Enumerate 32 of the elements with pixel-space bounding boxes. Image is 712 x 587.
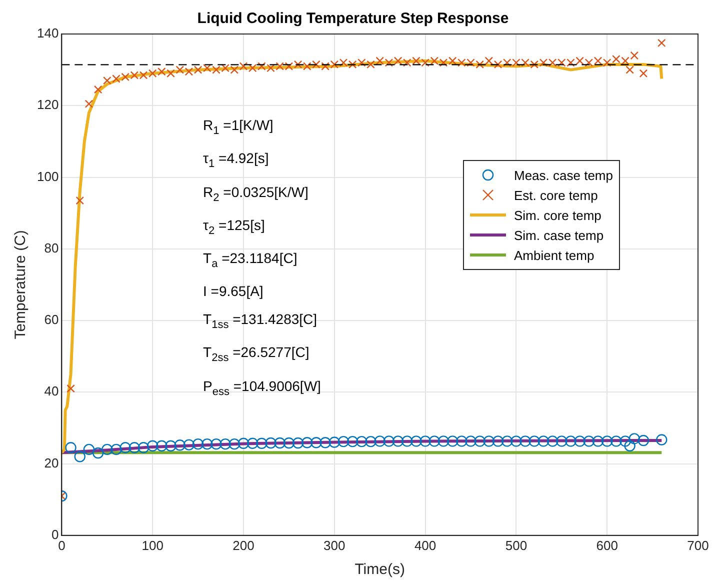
annotation: I =9.65[A] [203, 282, 264, 302]
x-axis-title: Time(s) [354, 561, 405, 578]
x-tick-label: 500 [505, 538, 528, 553]
y-tick-label: 20 [44, 455, 59, 470]
legend-label: Ambient temp [514, 248, 594, 262]
x-tick-label: 200 [232, 538, 254, 553]
y-tick-label: 100 [36, 168, 59, 184]
annotation: τ$_{1}$ =4.92[s] [203, 149, 270, 172]
legend-label: Est. core temp [514, 188, 598, 202]
y-tick-label: 40 [44, 384, 59, 399]
annotation: T$_{a}$ =23.1184[C] [203, 249, 298, 272]
legend-label: Sim. case temp [514, 228, 604, 242]
legend-label: Sim. core temp [514, 208, 602, 222]
x-tick-label: 300 [324, 538, 346, 553]
annotation: T$_{2}$$_{ss}$ =26.5277[C] [203, 343, 310, 366]
annotation: R$_{1}$ =1[K/W] [203, 116, 274, 139]
x-tick-label: 600 [596, 538, 618, 553]
y-tick-label: 120 [36, 97, 59, 112]
x-tick-label: 100 [142, 538, 164, 553]
y-tick-label: 0 [51, 526, 59, 542]
annotation: τ$_{2}$ =125[s] [203, 216, 266, 239]
y-tick-label: 60 [44, 312, 59, 328]
annotation: R$_{2}$ =0.0325[K/W] [203, 182, 310, 206]
chart-title: Liquid Cooling Temperature Step Response [197, 10, 509, 28]
annotation: P$_{e}$$_{ss}$ =104.9006[W] [203, 376, 321, 400]
annotation: T$_{1}$$_{ss}$ =131.4283[C] [203, 310, 318, 333]
y-axis-title: Temperature (C) [12, 230, 30, 340]
x-tick-label: 400 [414, 538, 436, 553]
x-tick-label: 700 [687, 538, 709, 553]
legend-label: Meas. case temp [514, 168, 613, 182]
y-tick-label: 80 [44, 240, 59, 256]
y-tick-label: 140 [36, 26, 59, 41]
